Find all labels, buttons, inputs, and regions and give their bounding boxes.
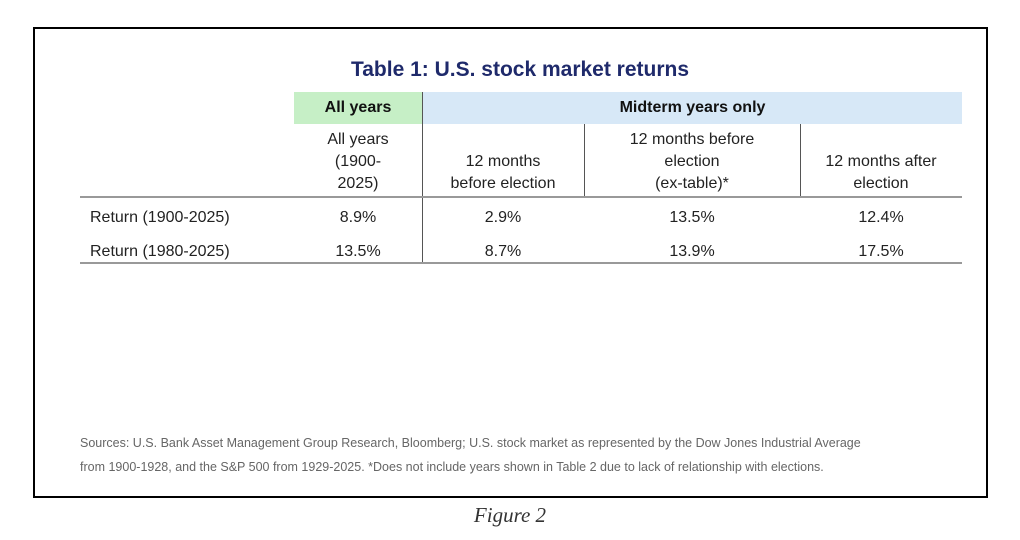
cell: 12.4%	[858, 209, 904, 226]
cell: 2.9%	[484, 209, 522, 226]
column-header-12m-before: 12 months before election	[422, 124, 584, 197]
footnote-line: Sources: U.S. Bank Asset Management Grou…	[80, 436, 861, 450]
header-line: All years	[327, 131, 389, 148]
cell: 13.9%	[669, 243, 715, 260]
header-line: 12 months before	[629, 131, 755, 148]
divider	[422, 92, 423, 263]
footnote: Sources: U.S. Bank Asset Management Grou…	[80, 431, 980, 479]
bottom-rule	[80, 262, 962, 264]
cell: 13.5%	[669, 209, 715, 226]
cell: 8.7%	[484, 243, 522, 260]
footnote-line: from 1900-1928, and the S&P 500 from 192…	[80, 460, 824, 474]
cell: 13.5%	[335, 243, 381, 260]
figure-frame	[33, 27, 988, 498]
row-label: Return (1900-2025)	[90, 209, 230, 226]
cell: 8.9%	[339, 209, 377, 226]
header-line: 12 months after	[825, 153, 937, 170]
figure-caption: Figure 2	[473, 503, 547, 527]
cell: 17.5%	[858, 243, 904, 260]
header-line: 12 months	[465, 153, 541, 170]
header-line: 2025)	[337, 175, 379, 192]
header-all-years: All years	[294, 92, 422, 124]
divider	[584, 124, 585, 197]
header-line: before election	[450, 175, 556, 192]
column-header-12m-before-ex-table: 12 months before election (ex-table)*	[584, 124, 800, 197]
divider	[800, 124, 801, 197]
header-line: (1900-	[334, 153, 382, 170]
header-line: (ex-table)*	[655, 175, 729, 192]
header-line: election	[664, 153, 720, 170]
header-line: election	[853, 175, 909, 192]
column-header-all-years: All years (1900- 2025)	[294, 124, 422, 197]
header-rule	[80, 196, 962, 198]
table-title: Table 1: U.S. stock market returns	[350, 58, 690, 81]
header-midterm-years: Midterm years only	[423, 92, 962, 124]
column-header-12m-after: 12 months after election	[800, 124, 962, 197]
row-label: Return (1980-2025)	[90, 243, 230, 260]
